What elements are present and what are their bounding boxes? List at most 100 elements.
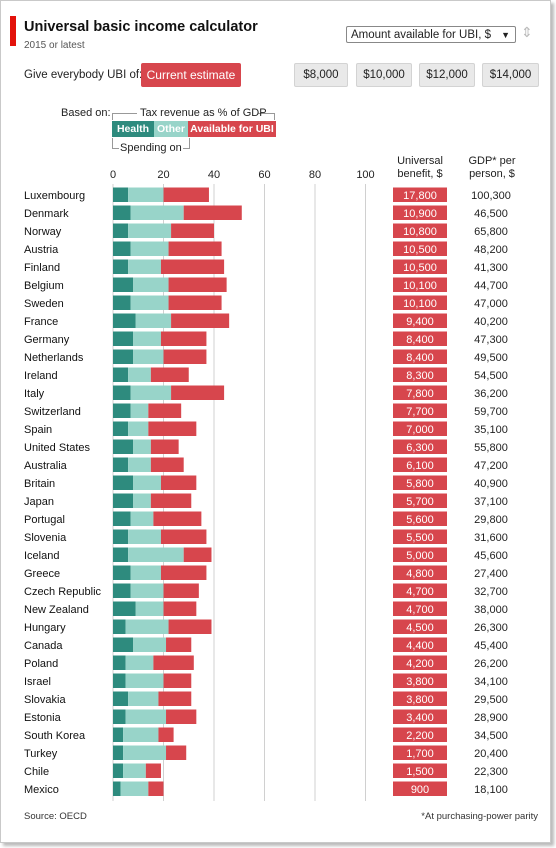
- benefit-value: 2,200: [406, 730, 434, 742]
- bar-health: [113, 583, 131, 598]
- bar-other: [130, 241, 169, 256]
- country-label: Austria: [24, 244, 59, 256]
- benefit-cell: [393, 727, 447, 742]
- benefit-value: 17,800: [403, 190, 437, 202]
- benefit-value: 6,300: [406, 442, 434, 454]
- country-label: Switzerland: [24, 406, 81, 418]
- benefit-value: 5,600: [406, 514, 434, 526]
- bar-other: [130, 565, 161, 580]
- country-label: South Korea: [24, 730, 86, 742]
- bar-health: [113, 421, 129, 436]
- bar-other: [128, 529, 161, 544]
- x-tick-label: 40: [208, 169, 220, 181]
- measure-dropdown[interactable]: Amount available for UBI, $ ▼: [346, 26, 516, 43]
- bar-health: [113, 403, 131, 418]
- bar-health: [113, 511, 131, 526]
- benefit-cell: [393, 637, 447, 652]
- country-label: France: [24, 316, 58, 328]
- benefit-cell: [393, 277, 447, 292]
- bar-available: [171, 385, 225, 400]
- bar-health: [113, 259, 129, 274]
- benefit-value: 10,800: [403, 226, 437, 238]
- bar-health: [113, 547, 129, 562]
- benefit-cell: [393, 457, 447, 472]
- bar-health: [113, 439, 134, 454]
- chart-title: Universal basic income calculator: [24, 19, 258, 35]
- country-label: Ireland: [24, 370, 58, 382]
- amount-8000-button[interactable]: $8,000: [294, 63, 348, 87]
- benefit-value: 1,700: [406, 748, 434, 760]
- current-estimate-button[interactable]: Current estimate: [141, 63, 241, 87]
- bar-available: [148, 421, 197, 436]
- benefit-cell: [393, 295, 447, 310]
- amount-14000-button[interactable]: $14,000: [482, 63, 539, 87]
- gdp-header-line-1: GDP* per: [468, 155, 516, 167]
- bar-other: [133, 475, 161, 490]
- bar-health: [113, 205, 131, 220]
- bar-available: [163, 349, 207, 364]
- bar-available: [158, 691, 192, 706]
- country-label: Australia: [24, 460, 68, 472]
- gdp-value: 34,100: [474, 676, 508, 688]
- bar-other: [133, 277, 169, 292]
- benefit-cell: [393, 709, 447, 724]
- benefit-cell: [393, 583, 447, 598]
- bar-available: [183, 547, 212, 562]
- bar-other: [133, 439, 151, 454]
- country-label: New Zealand: [24, 604, 89, 616]
- bar-available: [160, 565, 207, 580]
- benefit-cell: [393, 511, 447, 526]
- source-note: Source: OECD: [24, 811, 87, 822]
- stepper-icon[interactable]: ⇕: [521, 24, 533, 40]
- bar-health: [113, 187, 129, 202]
- bar-other: [133, 493, 151, 508]
- benefit-cell: [393, 781, 447, 796]
- bar-other: [128, 259, 161, 274]
- bar-available: [150, 493, 192, 508]
- gdp-value: 47,300: [474, 334, 508, 346]
- benefit-cell: [393, 655, 447, 670]
- country-label: Sweden: [24, 298, 64, 310]
- bar-health: [113, 763, 124, 778]
- legend-spending-label: Spending on: [120, 142, 182, 154]
- benefit-cell: [393, 403, 447, 418]
- benefit-value: 3,800: [406, 676, 434, 688]
- benefit-cell: [393, 205, 447, 220]
- country-label: Canada: [24, 640, 63, 652]
- country-label: Denmark: [24, 208, 69, 220]
- benefit-value: 10,100: [403, 280, 437, 292]
- amount-10000-button[interactable]: $10,000: [356, 63, 412, 87]
- benefit-cell: [393, 313, 447, 328]
- bar-available: [160, 331, 207, 346]
- country-label: Mexico: [24, 784, 59, 796]
- bar-available: [163, 583, 199, 598]
- bar-other: [123, 727, 159, 742]
- country-label: Portugal: [24, 514, 65, 526]
- benefit-value: 4,500: [406, 622, 434, 634]
- bar-available: [150, 457, 184, 472]
- bar-other: [125, 655, 154, 670]
- benefit-cell: [393, 475, 447, 490]
- bar-health: [113, 637, 134, 652]
- benefit-value: 8,400: [406, 352, 434, 364]
- benefit-cell: [393, 529, 447, 544]
- benefit-cell: [393, 763, 447, 778]
- benefit-value: 5,700: [406, 496, 434, 508]
- gdp-value: 28,900: [474, 712, 508, 724]
- x-tick-label: 0: [110, 169, 116, 181]
- legend-other: Other: [154, 121, 188, 137]
- bar-health: [113, 673, 126, 688]
- amount-12000-button[interactable]: $12,000: [419, 63, 475, 87]
- benefit-header-line-1: Universal: [397, 155, 443, 167]
- bar-health: [113, 727, 124, 742]
- bar-available: [160, 475, 197, 490]
- x-tick-label: 100: [356, 169, 374, 181]
- benefit-cell: [393, 187, 447, 202]
- measure-dropdown-value: Amount available for UBI, $: [351, 29, 491, 41]
- give-ubi-label: Give everybody UBI of:: [24, 69, 143, 81]
- benefit-value: 9,400: [406, 316, 434, 328]
- legend-based-on: Based on:: [61, 107, 111, 119]
- bar-available: [163, 601, 197, 616]
- bar-health: [113, 493, 134, 508]
